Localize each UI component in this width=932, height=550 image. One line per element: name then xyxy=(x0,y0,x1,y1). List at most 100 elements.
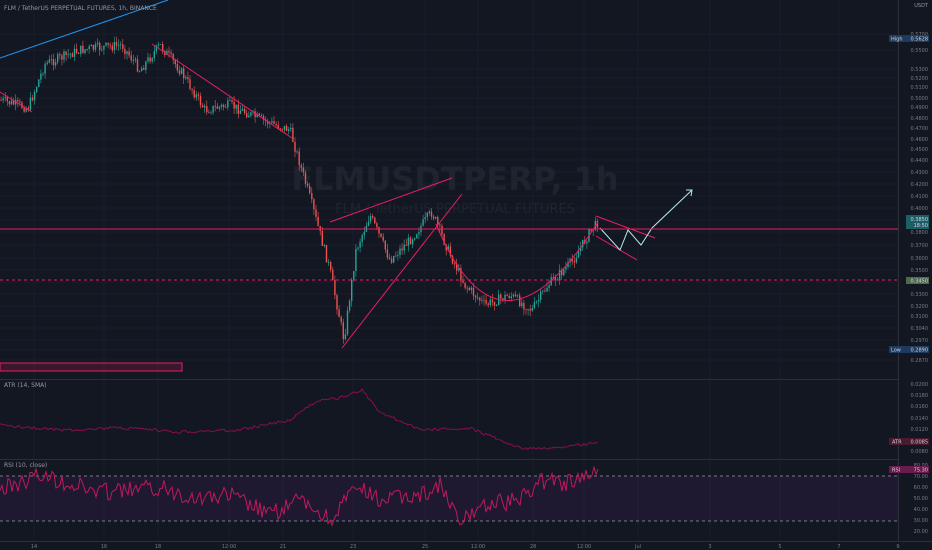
rsi-scale-label: 20.00 xyxy=(914,529,928,535)
candle-body xyxy=(298,151,300,166)
price-label: 0.4000 xyxy=(911,206,929,212)
candle-body xyxy=(390,258,393,263)
candle-body xyxy=(63,51,65,60)
high-tag-label: High xyxy=(891,37,903,43)
candle-body xyxy=(430,211,433,217)
candle-body xyxy=(363,231,365,236)
candle-body xyxy=(220,104,223,107)
candle-body xyxy=(552,277,554,279)
candle-body xyxy=(99,42,101,51)
candle-body xyxy=(550,277,552,286)
blue-trendline[interactable] xyxy=(0,0,169,59)
flag-lower-line[interactable] xyxy=(595,235,638,261)
candle-body xyxy=(216,106,218,109)
candle-body xyxy=(122,44,124,49)
candle-body xyxy=(489,299,491,305)
candle-body xyxy=(384,240,386,250)
candle-body xyxy=(470,287,473,290)
candle-body xyxy=(40,73,42,80)
price-label: 0.3040 xyxy=(911,326,929,332)
candle-body xyxy=(210,112,212,114)
rsi-title: RSI (10, close) xyxy=(4,462,47,469)
candle-body xyxy=(243,108,246,114)
candle-body xyxy=(300,165,302,168)
candle-body xyxy=(130,55,132,61)
range-box[interactable] xyxy=(0,362,183,372)
candle-body xyxy=(313,199,315,210)
candle-body xyxy=(25,107,27,112)
candle-body xyxy=(193,90,195,98)
candle-body xyxy=(477,297,479,299)
candle-body xyxy=(19,101,21,103)
candle-body xyxy=(500,294,502,299)
low-tag-label: Low xyxy=(891,348,901,354)
time-label: 23 xyxy=(350,544,356,550)
rsi-band-fill xyxy=(0,476,898,521)
price-label: 0.4800 xyxy=(911,116,929,122)
price-scale[interactable]: USDT 0.57000.55000.53000.52000.51000.500… xyxy=(889,0,932,542)
rsi-tag-label: RSI xyxy=(892,468,900,474)
candle-body xyxy=(46,62,48,64)
candle-body xyxy=(372,216,374,218)
candle-body xyxy=(117,44,120,46)
candle-body xyxy=(115,42,118,46)
flag-upper-line[interactable] xyxy=(595,215,656,239)
candle-body xyxy=(447,246,449,251)
candle-body xyxy=(462,280,464,283)
candle-body xyxy=(315,209,317,217)
candle-body xyxy=(546,287,548,292)
candle-body xyxy=(309,185,311,194)
candle-body xyxy=(208,112,210,113)
time-label: 25 xyxy=(422,544,428,550)
candle-body xyxy=(57,54,59,63)
candle-body xyxy=(311,193,313,200)
candle-body xyxy=(403,244,405,251)
left-channel-line[interactable] xyxy=(0,91,33,113)
rounding-bottom-curve[interactable] xyxy=(435,221,599,301)
candle-body xyxy=(474,295,477,298)
time-label: 5 xyxy=(778,544,781,550)
candle-body xyxy=(103,45,105,50)
candle-body xyxy=(491,299,494,302)
candle-body xyxy=(416,234,418,239)
candle-body xyxy=(84,49,86,53)
candle-body xyxy=(88,46,90,50)
candle-body xyxy=(145,61,147,70)
candle-body xyxy=(204,105,206,108)
rsi-pane[interactable]: RSI (10, close) xyxy=(0,462,898,527)
atr-value-tag: ATR 0.0085 xyxy=(889,438,929,446)
time-axis[interactable]: 14 16 18 12:00 21 23 25 12:00 28 12:00 Jul 3 5 7 9 xyxy=(0,541,932,550)
price-label: 0.5500 xyxy=(911,48,929,54)
candle-body xyxy=(246,113,248,118)
chart-drawings[interactable] xyxy=(0,0,898,372)
atr-scale-label: 0.0140 xyxy=(911,416,929,422)
candle-body xyxy=(166,50,168,56)
descending-trendline[interactable] xyxy=(151,43,293,139)
candle-body xyxy=(31,97,34,101)
rsi-value-tag: RSI 75.30 xyxy=(889,466,929,474)
candle-body xyxy=(132,60,134,61)
candle-body xyxy=(556,279,559,281)
candle-body xyxy=(183,68,185,79)
candle-body xyxy=(65,51,67,55)
candle-body xyxy=(374,217,376,224)
candle-body xyxy=(267,120,269,124)
candle-body xyxy=(44,63,46,74)
candle-body xyxy=(124,48,126,54)
candle-body xyxy=(378,227,380,234)
candle-body xyxy=(544,290,546,292)
projection-path[interactable] xyxy=(599,189,693,251)
candle-body xyxy=(516,295,519,297)
wedge-upper-line[interactable] xyxy=(329,177,453,223)
candle-body xyxy=(254,111,256,118)
wedge-lower-line[interactable] xyxy=(341,193,463,349)
candle-body xyxy=(504,294,506,301)
candle-body xyxy=(376,223,378,228)
atr-pane[interactable]: ATR (14, SMA) xyxy=(0,382,599,451)
price-label: 0.3800 xyxy=(911,230,929,236)
atr-scale-label: 0.0120 xyxy=(911,427,929,433)
candle-body xyxy=(111,45,113,51)
candle-body xyxy=(464,282,466,288)
symbol-description[interactable]: FLM / TetherUS PERPETUAL FUTURES, 1h, BI… xyxy=(4,5,157,12)
